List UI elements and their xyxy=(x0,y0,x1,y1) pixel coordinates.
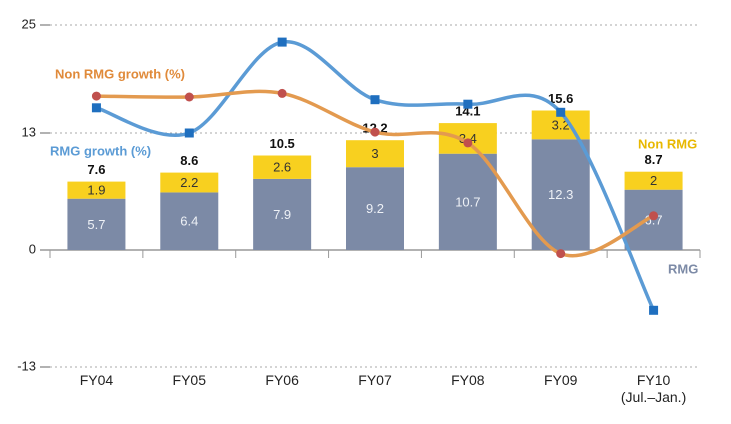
total-label: 14.1 xyxy=(455,104,480,119)
bar-value-label: 3 xyxy=(371,146,378,161)
bar-segment xyxy=(346,167,404,250)
line-marker xyxy=(649,305,659,315)
bar-value-label: 2.6 xyxy=(273,160,291,175)
line-marker xyxy=(91,91,101,101)
bar-value-label: 2 xyxy=(650,173,657,188)
bar-segment xyxy=(67,198,126,250)
bar-segment xyxy=(253,155,312,179)
total-label: 10.5 xyxy=(269,136,294,151)
line-marker xyxy=(370,127,380,137)
total-label: 7.6 xyxy=(87,162,105,177)
x-tick-label: FY09 xyxy=(543,372,578,388)
bar-value-label: 2.2 xyxy=(180,175,198,190)
bar-value-label: 7.9 xyxy=(273,207,291,222)
x-tick-label: FY08 xyxy=(451,372,485,388)
series-name-label: RMG growth (%) xyxy=(50,143,151,158)
bar-value-label: 12.3 xyxy=(548,187,573,202)
total-label: 15.6 xyxy=(548,91,573,106)
bar-value-label: 9.2 xyxy=(366,201,384,216)
x-tick-label: FY07 xyxy=(358,372,392,388)
y-tick-label: 25 xyxy=(22,16,36,31)
x-tick-label: FY10 (Jul.–Jan.) xyxy=(620,372,687,405)
bar-value-label: 10.7 xyxy=(455,194,480,209)
line-marker xyxy=(91,103,101,113)
bar-segment xyxy=(67,181,126,199)
line-marker xyxy=(184,92,194,102)
bar-segment xyxy=(624,171,683,190)
line-marker xyxy=(556,249,566,259)
line-marker xyxy=(649,211,659,221)
bar-value-label: 1.9 xyxy=(87,183,105,198)
series-name-label: RMG xyxy=(668,261,698,276)
bar-segment xyxy=(346,140,404,168)
line-marker xyxy=(463,99,473,109)
line-marker xyxy=(184,128,194,138)
y-tick-label: 13 xyxy=(22,124,36,139)
bar-value-label: 6.4 xyxy=(180,214,198,229)
line-marker xyxy=(370,95,380,105)
line-marker xyxy=(277,37,287,47)
y-tick-label: -13 xyxy=(17,358,36,373)
y-tick-label: 0 xyxy=(29,241,36,256)
total-label: 8.6 xyxy=(180,153,198,168)
bar-segment xyxy=(253,178,312,250)
bar-segment xyxy=(438,153,497,250)
x-tick-label: FY05 xyxy=(172,372,207,388)
series-name-label: Non RMG xyxy=(638,136,697,151)
x-tick-label: FY06 xyxy=(265,372,299,388)
x-tick-label: FY04 xyxy=(79,372,114,388)
bar-segment xyxy=(160,172,219,193)
bar-segment xyxy=(160,192,219,250)
line-marker xyxy=(463,138,473,148)
bar-segment xyxy=(531,139,590,250)
series-name-label: Non RMG growth (%) xyxy=(55,66,185,81)
line-marker xyxy=(277,88,287,98)
bar-value-label: 3.2 xyxy=(552,117,570,132)
total-label: 8.7 xyxy=(645,152,663,167)
bar-value-label: 5.7 xyxy=(87,217,105,232)
line-marker xyxy=(556,107,566,117)
